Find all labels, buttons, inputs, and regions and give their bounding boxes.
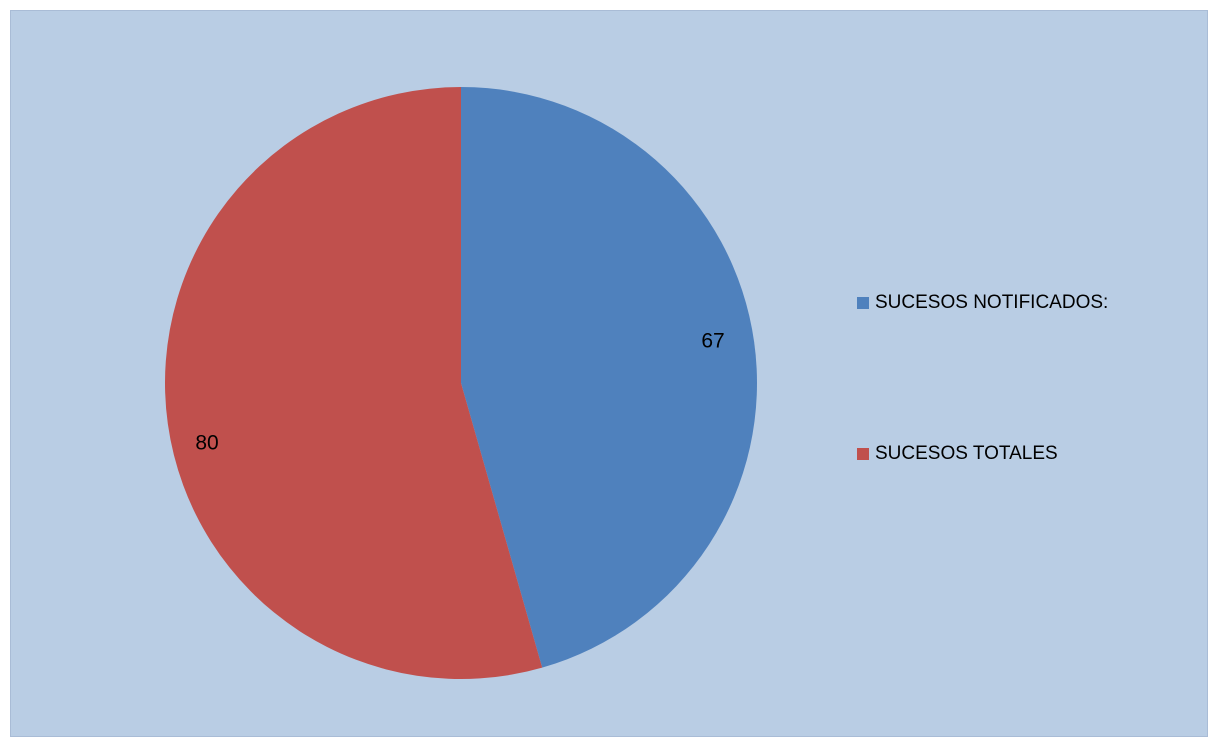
pie-slice-0[interactable]: [461, 87, 757, 668]
legend-item-sucesos-notificados[interactable]: SUCESOS NOTIFICADOS:: [857, 291, 1108, 315]
pie-slices: [165, 87, 757, 679]
legend: SUCESOS NOTIFICADOS: SUCESOS TOTALES: [857, 291, 1108, 466]
chart-area: 67 80 SUCESOS NOTIFICADOS: SUCESOS TOTALE…: [10, 10, 1208, 737]
legend-item-sucesos-totales[interactable]: SUCESOS TOTALES: [857, 442, 1108, 466]
legend-swatch-blue: [857, 297, 869, 309]
data-label-0: 67: [701, 330, 724, 353]
legend-label: SUCESOS NOTIFICADOS:: [875, 292, 1109, 313]
legend-swatch-red: [857, 448, 869, 460]
pie-data-labels: 67 80: [195, 330, 724, 455]
pie-chart: 67 80: [165, 87, 757, 679]
data-label-1: 80: [195, 432, 218, 455]
legend-label: SUCESOS TOTALES: [875, 443, 1058, 464]
pie-slice-1[interactable]: [165, 87, 543, 679]
